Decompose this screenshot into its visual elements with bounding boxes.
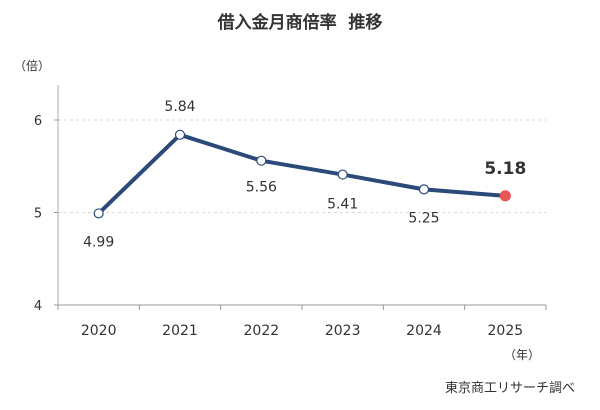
chart-title: 借入金月商倍率 推移 bbox=[217, 12, 383, 33]
y-tick-label: 6 bbox=[34, 114, 42, 129]
data-label: 5.84 bbox=[164, 99, 195, 115]
x-axis-unit: （年） bbox=[504, 348, 540, 362]
data-label: 4.99 bbox=[83, 234, 114, 250]
y-tick-label: 4 bbox=[34, 299, 42, 314]
x-tick-label: 2020 bbox=[81, 323, 117, 339]
data-point bbox=[256, 155, 267, 166]
data-point bbox=[418, 184, 430, 195]
data-label: 5.56 bbox=[246, 180, 277, 196]
data-label: 5.18 bbox=[484, 159, 526, 179]
series-line bbox=[97, 132, 506, 215]
x-tick-label: 2022 bbox=[244, 323, 280, 339]
data-label: 5.41 bbox=[327, 197, 358, 213]
y-tick-label: 5 bbox=[34, 207, 42, 222]
data-point bbox=[93, 208, 104, 219]
data-point bbox=[174, 129, 186, 140]
source-note: 東京商工リサーチ調べ bbox=[445, 380, 575, 396]
y-axis-unit: （倍） bbox=[14, 58, 50, 73]
data-point bbox=[499, 190, 511, 202]
x-tick-label: 2021 bbox=[162, 323, 198, 339]
data-label: 5.25 bbox=[408, 210, 439, 226]
x-tick-label: 2025 bbox=[488, 323, 524, 339]
x-tick-label: 2024 bbox=[406, 323, 442, 339]
data-point bbox=[337, 169, 348, 180]
x-tick-label: 2023 bbox=[325, 323, 361, 339]
